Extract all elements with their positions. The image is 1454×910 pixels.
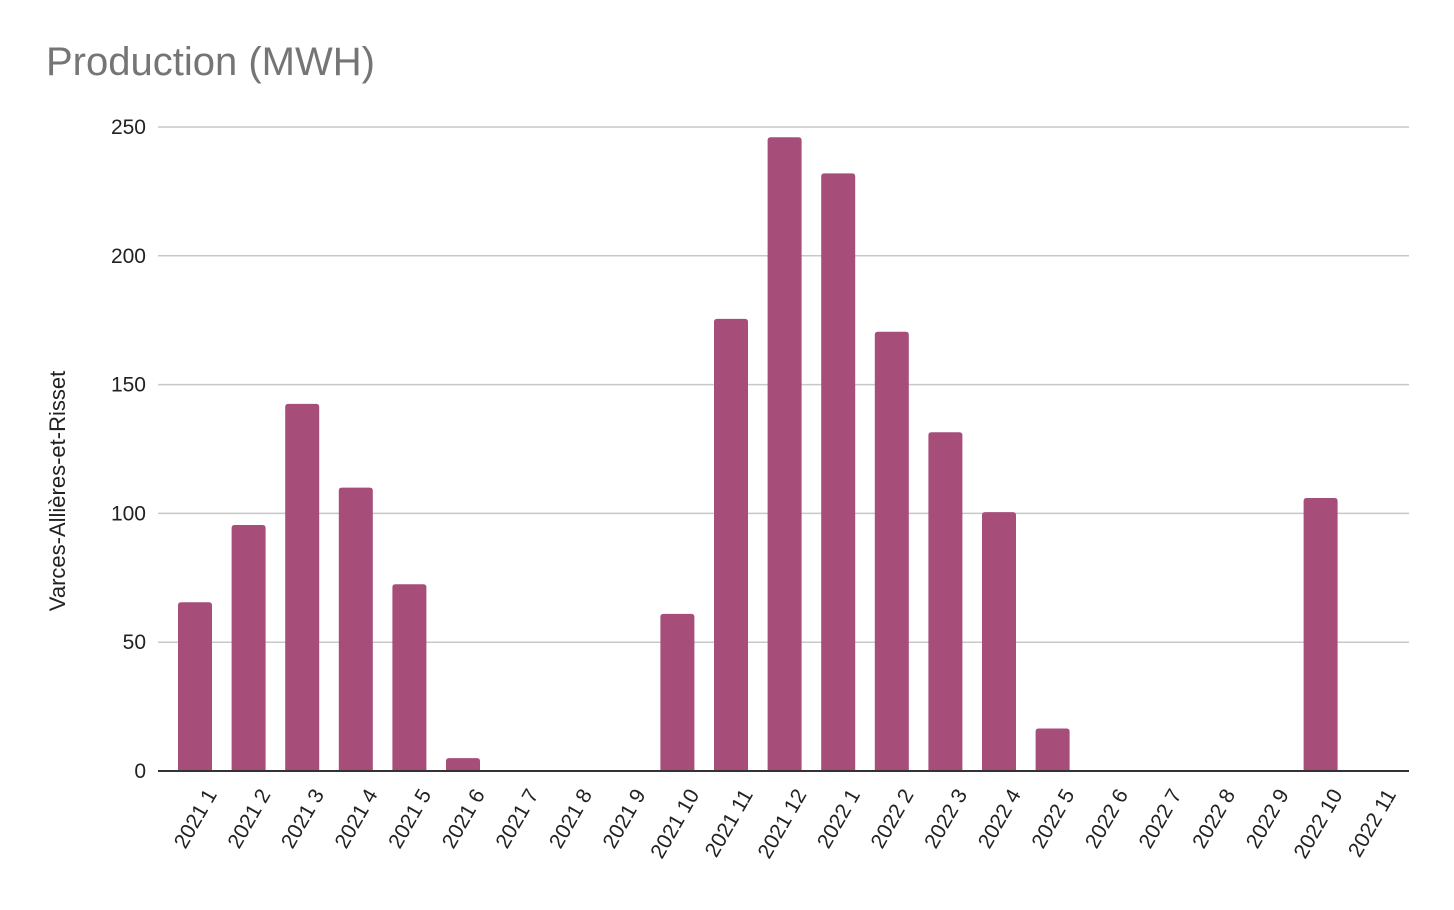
x-tick-label: 2021 9: [599, 785, 651, 852]
x-tick-label: 2021 1: [170, 785, 222, 852]
y-tick-label: 250: [111, 116, 146, 139]
x-tick-label: 2022 2: [867, 785, 919, 852]
x-tick-label: 2022 10: [1290, 785, 1348, 862]
bar: [1303, 497, 1338, 771]
x-tick-label: 2022 6: [1081, 785, 1133, 852]
x-tick-label: 2021 4: [331, 785, 383, 852]
x-tick-label: 2022 9: [1242, 785, 1294, 852]
x-tick-label: 2022 5: [1027, 785, 1079, 852]
bar: [231, 524, 266, 771]
bar: [1035, 728, 1070, 771]
x-tick-label: 2022 8: [1188, 785, 1240, 852]
bar: [446, 758, 480, 771]
bar: [392, 584, 427, 771]
y-tick-label: 0: [134, 760, 146, 783]
bar: [928, 432, 963, 771]
bar: [338, 487, 373, 771]
x-tick-label: 2021 8: [545, 785, 597, 852]
bar: [714, 318, 748, 771]
bar: [285, 403, 320, 771]
chart-title: Production (MWH): [46, 40, 375, 84]
bar: [178, 602, 212, 771]
bar: [767, 137, 802, 771]
y-tick-label: 200: [111, 245, 146, 268]
x-tick-label: 2021 2: [223, 785, 275, 852]
y-tick-label: 100: [111, 502, 146, 525]
x-tick-label: 2022 7: [1135, 785, 1187, 852]
x-tick-label: 2021 5: [384, 785, 436, 852]
x-tick-label: 2021 6: [438, 785, 490, 852]
bar: [821, 173, 856, 772]
x-tick-label: 2021 7: [491, 785, 543, 852]
x-tick-label: 2021 3: [277, 785, 329, 852]
x-tick-label: 2022 4: [974, 785, 1026, 852]
x-tick-label: 2021 11: [701, 785, 758, 861]
x-tick-label: 2021 12: [754, 785, 812, 862]
y-axis-label: Varces-Allières-et-Risset: [45, 371, 70, 611]
bar: [660, 613, 695, 771]
y-tick-label: 150: [111, 374, 146, 397]
x-tick-label: 2022 1: [813, 785, 865, 852]
x-tick-label: 2022 11: [1344, 785, 1401, 861]
bar: [874, 331, 909, 771]
x-tick-label: 2021 10: [646, 785, 704, 862]
y-tick-label: 50: [123, 631, 146, 654]
bar: [982, 512, 1016, 771]
x-tick-label: 2022 3: [920, 785, 972, 852]
